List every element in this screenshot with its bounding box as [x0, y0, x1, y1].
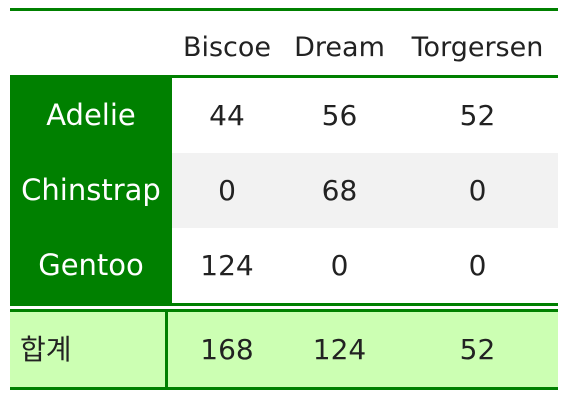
- table-row: Gentoo 124 0 0: [10, 228, 558, 303]
- table-cell: 44: [209, 99, 245, 132]
- row-cells: 124 0 0: [172, 228, 558, 303]
- table-cell: 124: [200, 249, 254, 282]
- total-label: 합계: [10, 312, 168, 387]
- table-body: Adelie 44 56 52 Chinstrap 0 68 0 Gentoo …: [10, 78, 558, 303]
- summary-rule-lower: [10, 309, 558, 312]
- row-cells: 0 68 0: [172, 153, 558, 228]
- table-row: Chinstrap 0 68 0: [10, 153, 558, 228]
- header-row: Biscoe Dream Torgersen: [10, 11, 558, 75]
- column-header-biscoe: Biscoe: [182, 32, 272, 63]
- column-header-dream: Dream: [294, 32, 385, 63]
- total-cell: 168: [200, 333, 254, 366]
- table-row: Adelie 44 56 52: [10, 78, 558, 153]
- bottom-rule: [10, 387, 558, 390]
- top-rule: [10, 8, 558, 11]
- row-cells: 44 56 52: [172, 78, 558, 153]
- total-cell: 124: [312, 333, 367, 366]
- table-cell: 0: [468, 249, 487, 282]
- table-cell: 0: [330, 249, 349, 282]
- table-cell: 52: [459, 99, 496, 132]
- row-label: Chinstrap: [10, 153, 172, 228]
- header-rule: [10, 75, 558, 78]
- total-cell: 52: [459, 333, 496, 366]
- total-row: 합계 168 124 52: [10, 312, 558, 387]
- total-cells: 168 124 52: [172, 312, 558, 387]
- row-label: Adelie: [10, 78, 172, 153]
- table-cell: 0: [218, 174, 236, 207]
- table-cell: 0: [468, 174, 487, 207]
- row-label: Gentoo: [10, 228, 172, 303]
- summary-rule-upper: [10, 303, 558, 306]
- table-cell: 68: [321, 174, 358, 207]
- column-header-torgersen: Torgersen: [411, 32, 544, 63]
- table-cell: 56: [321, 99, 358, 132]
